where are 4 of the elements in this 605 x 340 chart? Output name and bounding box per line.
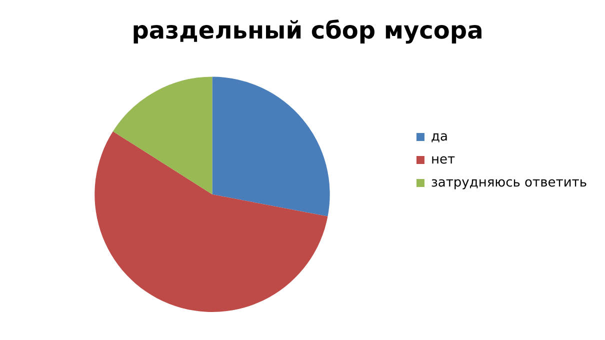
legend-label: затрудняюсь ответить [430, 175, 588, 190]
chart-title: раздельный сбор мусора [132, 16, 484, 45]
legend-label: да [430, 129, 448, 144]
legend-label: нет [430, 152, 456, 168]
